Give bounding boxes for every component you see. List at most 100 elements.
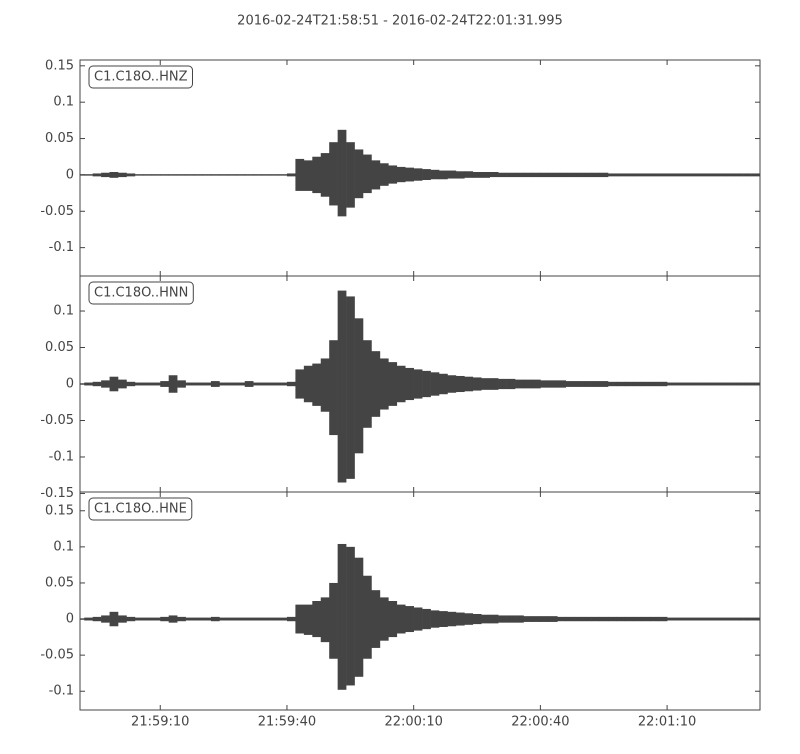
y-tick-label: -0.05 — [40, 204, 74, 219]
waveform-segment — [270, 174, 279, 176]
waveform-segment — [540, 380, 550, 388]
waveform-segment — [101, 615, 110, 623]
waveform-segment — [177, 380, 186, 388]
waveform-segment — [574, 172, 583, 178]
waveform-segment — [709, 382, 719, 386]
waveform-segment — [236, 174, 246, 176]
y-tick-label: 0.05 — [45, 131, 74, 146]
waveform-segment — [743, 617, 752, 621]
y-tick-label: 0 — [66, 377, 74, 392]
waveform-segment — [185, 382, 195, 386]
axes-frame — [79, 491, 761, 711]
waveform-segment — [379, 163, 389, 186]
waveform-segment — [134, 617, 144, 621]
waveform-segment — [607, 173, 617, 177]
waveform-segment — [405, 606, 414, 633]
waveform-segment — [185, 617, 195, 621]
x-tick-label: 22:00:10 — [384, 715, 442, 730]
waveform-segment — [692, 173, 702, 177]
waveform-segment — [312, 601, 322, 638]
waveform-segment — [726, 173, 735, 177]
waveform-segment — [388, 362, 398, 406]
waveform-segment — [388, 601, 398, 638]
waveform-segment — [109, 172, 119, 178]
waveform-segment — [472, 613, 482, 625]
waveform-segment — [447, 375, 457, 393]
waveform-segment — [405, 167, 414, 182]
waveform-segment — [667, 382, 676, 386]
waveform-segment — [354, 557, 364, 677]
waveform-segment — [303, 160, 313, 191]
waveform-segment — [270, 617, 279, 621]
waveform-segment — [692, 617, 702, 621]
waveform-segment — [202, 617, 212, 621]
waveform-segment — [633, 173, 643, 177]
waveform-segment — [565, 172, 575, 178]
waveform-segment — [320, 597, 330, 643]
waveform-segment — [219, 617, 229, 621]
waveform-segment — [430, 372, 440, 396]
waveform-segment — [506, 615, 516, 623]
waveform-segment — [362, 575, 372, 659]
trace-label: C1.C18O..HNN — [94, 286, 188, 301]
waveform-segment — [650, 381, 659, 387]
waveform-segment — [464, 171, 474, 178]
waveform-segment — [515, 379, 524, 389]
waveform-segment — [244, 617, 254, 621]
waveform-segment — [599, 616, 609, 622]
y-tick-label: 0.1 — [53, 95, 74, 110]
waveform-segment — [472, 377, 482, 391]
waveform-segment — [396, 166, 406, 183]
trace-label: C1.C18O..HNE — [94, 502, 187, 517]
waveform-segment — [210, 616, 220, 622]
waveform-segment — [261, 382, 271, 386]
waveform-segment — [683, 382, 693, 386]
waveform-segment — [227, 382, 237, 386]
waveform-segment — [633, 381, 643, 387]
x-tick-label: 22:01:10 — [638, 715, 696, 730]
waveform-segment — [489, 614, 499, 624]
waveform-segment — [548, 172, 558, 178]
waveform-segment — [84, 382, 93, 386]
waveform-segment — [396, 604, 406, 634]
waveform-segment — [582, 616, 592, 622]
waveform-segment — [160, 174, 169, 176]
waveform-segment — [219, 382, 229, 386]
waveform-segment — [109, 376, 119, 392]
waveform-segment — [658, 381, 668, 387]
waveform-segment — [599, 381, 609, 387]
waveform-segment — [743, 173, 752, 177]
y-tick-label: 0.15 — [45, 58, 74, 73]
trace-label-box — [88, 497, 193, 521]
waveform-segment — [388, 165, 398, 184]
waveform-segment — [92, 616, 102, 622]
waveform-segment — [312, 156, 322, 194]
waveform-segment — [253, 174, 262, 176]
waveform-segment — [734, 173, 744, 177]
waveform-segment — [346, 142, 355, 208]
waveform-segment — [261, 617, 271, 621]
waveform-segment — [413, 607, 423, 631]
waveform-segment — [253, 617, 262, 621]
waveform-segment — [667, 173, 676, 177]
trace-label: C1.C18O..HNZ — [94, 70, 188, 85]
waveform-segment — [92, 381, 102, 387]
waveform-segment — [650, 173, 659, 177]
waveform-segment — [447, 611, 457, 627]
waveform-segment — [329, 340, 338, 436]
y-tick-label: 0 — [66, 612, 74, 627]
waveform-segment — [185, 174, 195, 176]
waveform-segment — [624, 381, 634, 387]
waveform-segment — [591, 616, 600, 622]
waveform-segment — [498, 172, 507, 178]
waveform-segment — [540, 616, 550, 622]
waveform-segment — [362, 154, 372, 194]
y-tick-label: 0.1 — [53, 539, 74, 554]
waveform-segment — [464, 376, 474, 392]
waveform-segment — [160, 616, 169, 622]
waveform-segment — [109, 611, 119, 627]
waveform-segment — [126, 616, 136, 622]
y-tick-label: 0.05 — [45, 575, 74, 590]
waveform-segment — [194, 617, 203, 621]
